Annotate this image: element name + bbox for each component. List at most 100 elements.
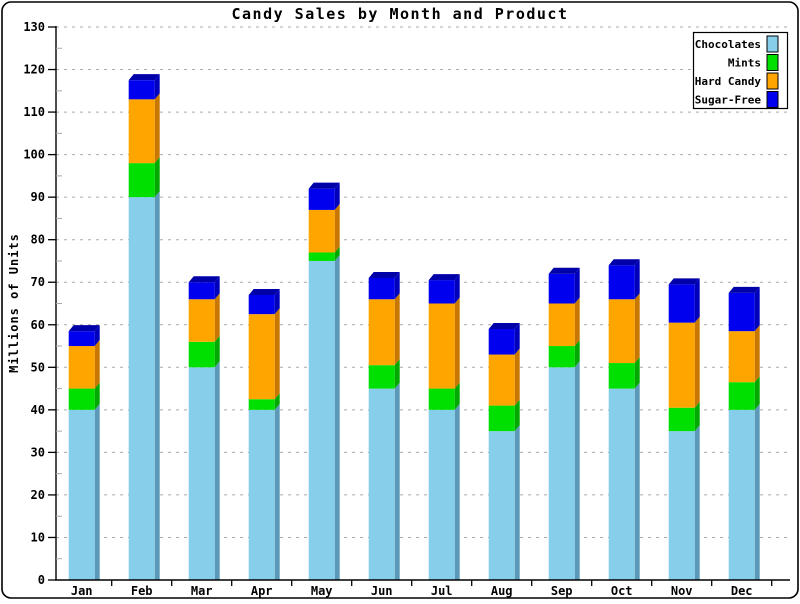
x-tick-label-dec: Dec	[731, 584, 753, 598]
bar-apr-mints-side	[274, 393, 280, 410]
bar-oct-sugar-free-top	[608, 259, 640, 266]
x-tick-label-jul: Jul	[431, 584, 453, 598]
bar-nov-hard-candy	[668, 322, 695, 408]
bar-mar-sugar-free	[188, 282, 215, 300]
bar-jul-mints	[428, 388, 455, 410]
bar-apr-hard-candy	[248, 314, 275, 400]
bar-jun-sugar-free-side	[394, 271, 400, 300]
bar-jul-hard-candy	[428, 303, 455, 389]
bar-mar-chocolates	[188, 367, 215, 580]
bar-nov-mints	[668, 407, 695, 432]
y-tick-label-90: 90	[31, 190, 45, 204]
bar-aug-sugar-free	[488, 329, 515, 355]
bar-aug-hard-candy	[488, 354, 515, 406]
y-tick-label-110: 110	[23, 105, 45, 119]
bar-jul-hard-candy-side	[454, 297, 460, 389]
y-tick-label-50: 50	[31, 360, 45, 374]
chart-title: Candy Sales by Month and Product	[232, 5, 569, 23]
x-tick-label-mar: Mar	[191, 584, 213, 598]
bar-sep-chocolates-side	[574, 361, 580, 580]
bar-dec-chocolates-side	[754, 403, 760, 580]
y-tick-label-70: 70	[31, 275, 45, 289]
y-tick-label-80: 80	[31, 233, 45, 247]
bar-feb-hard-candy-side	[154, 93, 160, 164]
y-tick-label-30: 30	[31, 445, 45, 459]
legend-item-hard-candy: Hard Candy	[695, 72, 779, 90]
legend-item-mints: Mints	[728, 54, 779, 71]
axis-tick-labels: 0 10 20 30 40 50 60 70 80 90 100 110 120 130 Jan Feb Mar…	[23, 20, 752, 598]
bar-sep-mints-side	[574, 340, 580, 368]
bar-feb-chocolates-side	[154, 191, 160, 580]
x-tick-label-sep: Sep	[551, 584, 573, 598]
bar-jun-chocolates	[368, 388, 395, 580]
bar-oct-chocolates	[608, 388, 635, 580]
bar-feb-chocolates	[128, 197, 155, 580]
legend-swatch-hard-candy	[766, 72, 779, 90]
bar-aug-sugar-free-side	[514, 323, 520, 355]
bar-jan-chocolates-side	[94, 403, 100, 580]
x-tick-label-feb: Feb	[131, 584, 153, 598]
bar-jul-chocolates-side	[454, 403, 460, 580]
bar-oct-chocolates-side	[634, 382, 640, 580]
bar-apr-chocolates-side	[274, 403, 280, 580]
bar-sep-sugar-free-side	[574, 267, 580, 304]
bar-nov-hard-candy-side	[694, 316, 700, 408]
bar-oct-mints-side	[634, 357, 640, 389]
legend-label-mints: Mints	[728, 57, 761, 70]
x-tick-label-aug: Aug	[491, 584, 513, 598]
bar-nov-chocolates-side	[694, 425, 700, 580]
bar-may-sugar-free-side	[334, 182, 340, 210]
bar-mar-hard-candy	[188, 299, 215, 342]
legend: Chocolates Mints Hard Candy Sugar-Free	[692, 31, 789, 110]
bar-dec-mints-side	[754, 376, 760, 410]
x-tick-label-jan: Jan	[71, 584, 93, 598]
bar-sep-sugar-free-top	[548, 267, 580, 274]
bar-jul-sugar-free-side	[454, 274, 460, 304]
bar-oct-mints	[608, 363, 635, 389]
bar-aug-sugar-free-top	[488, 323, 520, 330]
bar-mar-hard-candy-side	[214, 293, 220, 342]
bar-jul-sugar-free-top	[428, 274, 460, 281]
bar-jun-mints-side	[394, 359, 400, 389]
bar-jun-sugar-free	[368, 277, 395, 300]
bar-apr-sugar-free-top	[248, 288, 280, 295]
bar-dec-mints	[728, 382, 755, 410]
bar-jul-mints-side	[454, 382, 460, 410]
bar-may-chocolates-side	[334, 254, 340, 580]
bar-mar-chocolates-side	[214, 361, 220, 580]
bar-sep-hard-candy-side	[574, 297, 580, 347]
bar-mar-sugar-free-top	[188, 276, 220, 283]
bar-nov-sugar-free-side	[694, 278, 700, 323]
bar-oct-hard-candy	[608, 299, 635, 364]
bar-oct-hard-candy-side	[634, 293, 640, 364]
legend-label-chocolates: Chocolates	[695, 38, 761, 51]
x-tick-label-may: May	[311, 584, 333, 598]
bar-mar-mints	[188, 341, 215, 368]
bar-jun-hard-candy-side	[394, 293, 400, 366]
bar-may-sugar-free	[308, 188, 335, 210]
bar-jun-sugar-free-top	[368, 271, 400, 278]
y-tick-label-130: 130	[23, 20, 45, 34]
gridlines	[56, 26, 790, 538]
y-tick-label-60: 60	[31, 318, 45, 332]
bar-oct-sugar-free	[608, 265, 635, 300]
x-tick-label-apr: Apr	[251, 584, 273, 598]
bar-sep-hard-candy	[548, 303, 575, 347]
bar-apr-hard-candy-side	[274, 308, 280, 400]
x-tick-label-jun: Jun	[371, 584, 393, 598]
axis-ticks	[48, 26, 773, 586]
y-tick-label-40: 40	[31, 403, 45, 417]
bar-jun-hard-candy	[368, 299, 395, 366]
bar-sep-chocolates	[548, 367, 575, 580]
bar-may-mints	[308, 252, 335, 261]
y-axis-title: Millions of Units	[7, 233, 21, 373]
bar-dec-sugar-free-side	[754, 286, 760, 332]
bar-jul-sugar-free	[428, 280, 455, 304]
legend-label-hard-candy: Hard Candy	[695, 75, 762, 88]
legend-swatch-mints	[766, 54, 779, 71]
bar-may-hard-candy	[308, 209, 335, 253]
bar-may-mints-side	[334, 246, 340, 261]
x-tick-label-nov: Nov	[671, 584, 693, 598]
